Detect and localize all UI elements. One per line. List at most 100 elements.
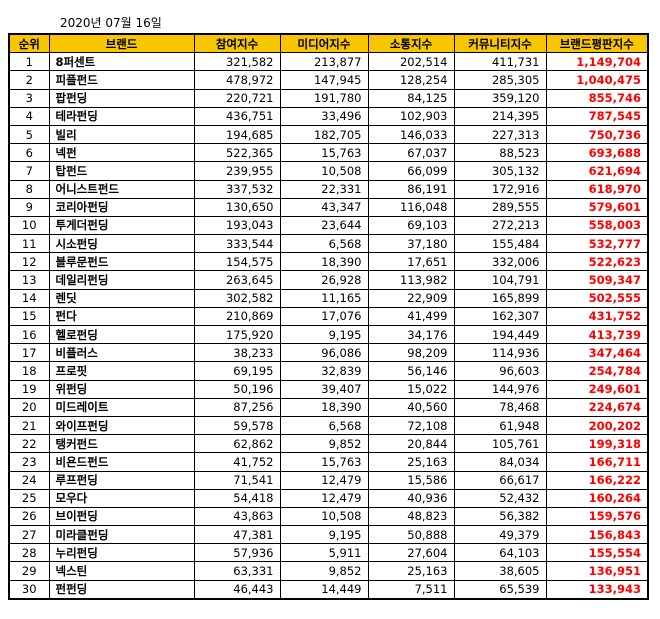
- cell-brand-reputation-index: 249,601: [545, 379, 649, 399]
- cell-participation-index: 59,578: [193, 415, 281, 436]
- cell-community-index: 332,006: [453, 252, 547, 272]
- table-row: 28 누리펀딩 57,936 5,911 27,604 64,103 155,554: [8, 543, 649, 563]
- cell-brand-reputation-index: 532,777: [545, 234, 649, 254]
- cell-media-index: 10,508: [279, 506, 369, 527]
- table-row: 12 블루문펀드 154,575 18,390 17,651 332,006 522,623: [8, 252, 649, 272]
- cell-community-index: 285,305: [453, 70, 547, 90]
- cell-rank: 5: [8, 124, 50, 145]
- cell-rank: 29: [8, 561, 50, 581]
- header-rank: 순위: [8, 33, 50, 54]
- cell-brand: 모우다: [48, 488, 195, 508]
- cell-participation-index: 63,331: [193, 561, 281, 581]
- cell-communication-index: 17,651: [367, 252, 455, 272]
- cell-community-index: 49,379: [453, 525, 547, 545]
- cell-participation-index: 57,936: [193, 543, 281, 563]
- cell-communication-index: 7,511: [367, 579, 455, 600]
- cell-community-index: 162,307: [453, 306, 547, 327]
- cell-brand: 프로핏: [48, 361, 195, 381]
- cell-brand-reputation-index: 750,736: [545, 124, 649, 145]
- cell-rank: 12: [8, 252, 50, 272]
- cell-rank: 4: [8, 106, 50, 126]
- cell-communication-index: 113,982: [367, 270, 455, 290]
- table-row: 27 미라클펀딩 47,381 9,195 50,888 49,379 156,843: [8, 525, 649, 545]
- cell-media-index: 39,407: [279, 379, 369, 399]
- table-row: 19 위펀딩 50,196 39,407 15,022 144,976 249,601: [8, 379, 649, 399]
- cell-community-index: 52,432: [453, 488, 547, 508]
- cell-media-index: 5,911: [279, 543, 369, 563]
- cell-brand: 헬로펀딩: [48, 324, 195, 345]
- cell-participation-index: 50,196: [193, 379, 281, 399]
- cell-participation-index: 69,195: [193, 361, 281, 381]
- table-row: 9 코리아펀딩 130,650 43,347 116,048 289,555 579,601: [8, 197, 649, 217]
- cell-brand: 미드레이트: [48, 397, 195, 417]
- table-row: 14 렌딧 302,582 11,165 22,909 165,899 502,555: [8, 288, 649, 308]
- cell-communication-index: 128,254: [367, 70, 455, 90]
- table-row: 13 데일리펀딩 263,645 26,928 113,982 104,791 509,34…: [8, 270, 649, 290]
- cell-brand: 코리아펀딩: [48, 197, 195, 217]
- cell-community-index: 64,103: [453, 543, 547, 563]
- cell-media-index: 6,568: [279, 415, 369, 436]
- cell-community-index: 38,605: [453, 561, 547, 581]
- cell-brand-reputation-index: 133,943: [545, 579, 649, 600]
- cell-rank: 26: [8, 506, 50, 527]
- cell-community-index: 155,484: [453, 234, 547, 254]
- cell-media-index: 17,076: [279, 306, 369, 327]
- cell-brand: 블루문펀드: [48, 252, 195, 272]
- cell-brand-reputation-index: 166,711: [545, 452, 649, 472]
- cell-rank: 23: [8, 452, 50, 472]
- cell-media-index: 14,449: [279, 579, 369, 600]
- cell-media-index: 26,928: [279, 270, 369, 290]
- cell-media-index: 33,496: [279, 106, 369, 126]
- cell-communication-index: 20,844: [367, 434, 455, 454]
- cell-rank: 10: [8, 215, 50, 236]
- cell-rank: 8: [8, 179, 50, 199]
- cell-brand-reputation-index: 413,739: [545, 324, 649, 345]
- cell-rank: 20: [8, 397, 50, 417]
- cell-brand-reputation-index: 431,752: [545, 306, 649, 327]
- cell-brand: 위펀딩: [48, 379, 195, 399]
- table-row: 2 피플펀드 478,972 147,945 128,254 285,305 1,040,4…: [8, 70, 649, 90]
- cell-brand: 탱커펀드: [48, 434, 195, 454]
- cell-participation-index: 436,751: [193, 106, 281, 126]
- cell-rank: 14: [8, 288, 50, 308]
- cell-brand-reputation-index: 166,222: [545, 470, 649, 490]
- cell-brand: 탑펀드: [48, 161, 195, 181]
- cell-media-index: 9,852: [279, 434, 369, 454]
- cell-community-index: 194,449: [453, 324, 547, 345]
- cell-media-index: 23,644: [279, 215, 369, 236]
- cell-brand: 투게더펀딩: [48, 215, 195, 236]
- cell-participation-index: 46,443: [193, 579, 281, 600]
- table-row: 17 비플러스 38,233 96,086 98,209 114,936 347,464: [8, 343, 649, 363]
- cell-media-index: 43,347: [279, 197, 369, 217]
- table-row: 1 8퍼센트 321,582 213,877 202,514 411,731 1,149,7…: [8, 52, 649, 72]
- table-row: 21 와이프펀딩 59,578 6,568 72,108 61,948 200,202: [8, 415, 649, 436]
- cell-brand: 비플러스: [48, 343, 195, 363]
- cell-communication-index: 40,936: [367, 488, 455, 508]
- cell-brand: 빌리: [48, 124, 195, 145]
- cell-brand-reputation-index: 200,202: [545, 415, 649, 436]
- cell-participation-index: 47,381: [193, 525, 281, 545]
- table-row: 30 펀펀딩 46,443 14,449 7,511 65,539 133,943: [8, 579, 649, 600]
- cell-participation-index: 175,920: [193, 324, 281, 345]
- cell-communication-index: 37,180: [367, 234, 455, 254]
- cell-brand: 테라펀딩: [48, 106, 195, 126]
- cell-brand-reputation-index: 1,040,475: [545, 70, 649, 90]
- table-row: 23 비욘드펀드 41,752 15,763 25,163 84,034 166,711: [8, 452, 649, 472]
- cell-participation-index: 302,582: [193, 288, 281, 308]
- cell-rank: 1: [8, 52, 50, 72]
- cell-rank: 7: [8, 161, 50, 181]
- cell-brand-reputation-index: 155,554: [545, 543, 649, 563]
- cell-brand-reputation-index: 254,784: [545, 361, 649, 381]
- cell-community-index: 172,916: [453, 179, 547, 199]
- table-row: 6 넥펀 522,365 15,763 67,037 88,523 693,688: [8, 143, 649, 163]
- cell-brand: 펀다: [48, 306, 195, 327]
- cell-participation-index: 41,752: [193, 452, 281, 472]
- cell-rank: 21: [8, 415, 50, 436]
- cell-community-index: 165,899: [453, 288, 547, 308]
- cell-brand: 넥스틴: [48, 561, 195, 581]
- cell-brand-reputation-index: 621,694: [545, 161, 649, 181]
- cell-community-index: 289,555: [453, 197, 547, 217]
- cell-participation-index: 337,532: [193, 179, 281, 199]
- cell-brand-reputation-index: 160,264: [545, 488, 649, 508]
- cell-rank: 19: [8, 379, 50, 399]
